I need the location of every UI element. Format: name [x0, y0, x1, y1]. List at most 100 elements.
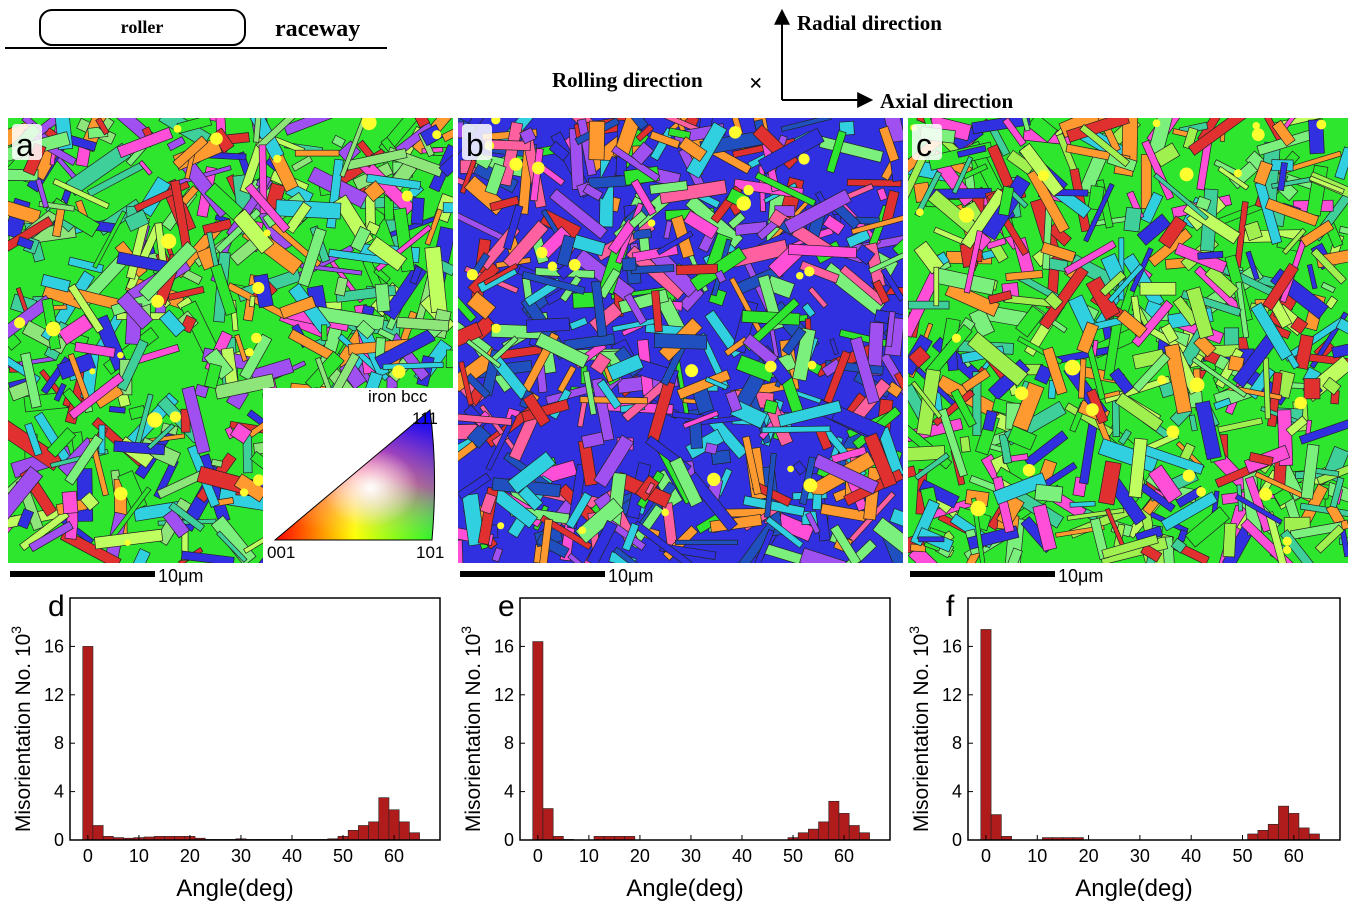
carbide: [1252, 122, 1259, 129]
bar: [399, 822, 409, 840]
x-tick-label: 0: [83, 846, 93, 866]
carbide: [245, 348, 253, 356]
carbide: [273, 155, 281, 163]
bar: [981, 629, 991, 840]
carbide: [1252, 128, 1265, 141]
carbide: [361, 115, 376, 130]
grain: [910, 544, 925, 552]
bar: [1258, 830, 1268, 840]
grain: [676, 264, 718, 275]
x-tick-label: 10: [129, 846, 149, 866]
grain: [52, 305, 67, 310]
plot-frame: [968, 598, 1340, 840]
y-tick-label: 4: [54, 782, 64, 802]
carbide: [174, 125, 182, 133]
grain: [62, 491, 78, 514]
y-axis-label-exponent: 3: [906, 626, 922, 634]
grain: [1070, 501, 1095, 507]
map-label: a: [16, 127, 34, 163]
y-tick-label: 0: [952, 830, 962, 850]
bar: [829, 801, 839, 840]
bar: [819, 822, 829, 840]
carbide: [240, 488, 248, 496]
raceway-label: raceway: [275, 16, 360, 42]
carbide: [736, 196, 751, 211]
legend-right: 101: [416, 543, 444, 562]
maps: a10μmb10μmc10μmiron bcc111001101: [0, 87, 1352, 587]
bar: [798, 833, 808, 840]
carbide: [1196, 487, 1206, 497]
bar: [1309, 834, 1319, 840]
carbide: [1259, 488, 1272, 501]
grain: [589, 121, 605, 160]
grain: [249, 296, 255, 307]
y-axis-label: Misorientation No. 103: [906, 626, 933, 832]
bar: [991, 815, 1001, 840]
carbide: [1283, 546, 1291, 554]
x-tick-label: 60: [1284, 846, 1304, 866]
x-tick-label: 20: [1079, 846, 1099, 866]
bar: [348, 830, 358, 840]
grain: [1304, 379, 1320, 399]
grain: [762, 426, 830, 433]
map-label: c: [916, 127, 932, 163]
scale-bar: [910, 571, 1055, 577]
carbide: [151, 295, 164, 308]
y-tick-label: 8: [504, 733, 514, 753]
carbide: [916, 208, 924, 216]
carbide: [685, 364, 698, 377]
carbide: [787, 466, 794, 473]
carbide: [798, 153, 809, 164]
carbide: [1316, 120, 1326, 130]
y-axis-label-exponent: 3: [458, 626, 474, 634]
panel-label: f: [946, 590, 955, 623]
carbide: [661, 509, 669, 517]
carbide: [1157, 375, 1166, 384]
panel-label: e: [498, 590, 515, 623]
panel-label: d: [48, 590, 65, 623]
x-tick-label: 50: [333, 846, 353, 866]
x-axis-label: Angle(deg): [626, 875, 743, 902]
carbide: [252, 282, 264, 294]
carbide: [14, 317, 25, 328]
scale-bar-label: 10μm: [1058, 566, 1103, 586]
y-axis-label: Misorientation No. 103: [458, 626, 485, 832]
x-tick-label: 10: [1027, 846, 1047, 866]
bar: [859, 833, 869, 840]
bar: [543, 809, 553, 840]
carbide: [970, 501, 986, 517]
grain: [321, 325, 327, 341]
carbide: [161, 234, 176, 249]
bar: [1248, 834, 1258, 840]
carbide: [125, 540, 131, 546]
map-label: b: [466, 127, 484, 163]
carbide: [1183, 469, 1195, 481]
bar: [93, 825, 103, 840]
carbide: [532, 162, 545, 175]
carbide: [729, 126, 741, 138]
bar: [379, 798, 389, 840]
y-tick-label: 8: [952, 733, 962, 753]
carbide: [467, 269, 478, 280]
grain: [812, 494, 821, 510]
x-tick-label: 30: [1130, 846, 1150, 866]
y-tick-label: 0: [54, 830, 64, 850]
carbide: [432, 130, 441, 139]
carbide: [1180, 167, 1194, 181]
carbide: [1283, 537, 1292, 546]
carbide: [117, 352, 124, 359]
carbide: [803, 478, 817, 492]
x-tick-label: 40: [1181, 846, 1201, 866]
grain: [934, 267, 939, 306]
y-tick-label: 12: [44, 685, 64, 705]
carbide: [114, 487, 127, 500]
carbide: [392, 365, 405, 378]
grain: [764, 400, 778, 414]
histogram: 01020304050600481216eAngle(deg)Misorient…: [458, 590, 890, 902]
y-axis-label-text: Misorientation No. 10: [462, 634, 485, 832]
y-axis-label-text: Misorientation No. 10: [910, 634, 933, 832]
y-axis-label-text: Misorientation No. 10: [12, 634, 35, 832]
grain: [705, 443, 718, 455]
x-tick-label: 60: [834, 846, 854, 866]
y-tick-label: 12: [942, 685, 962, 705]
